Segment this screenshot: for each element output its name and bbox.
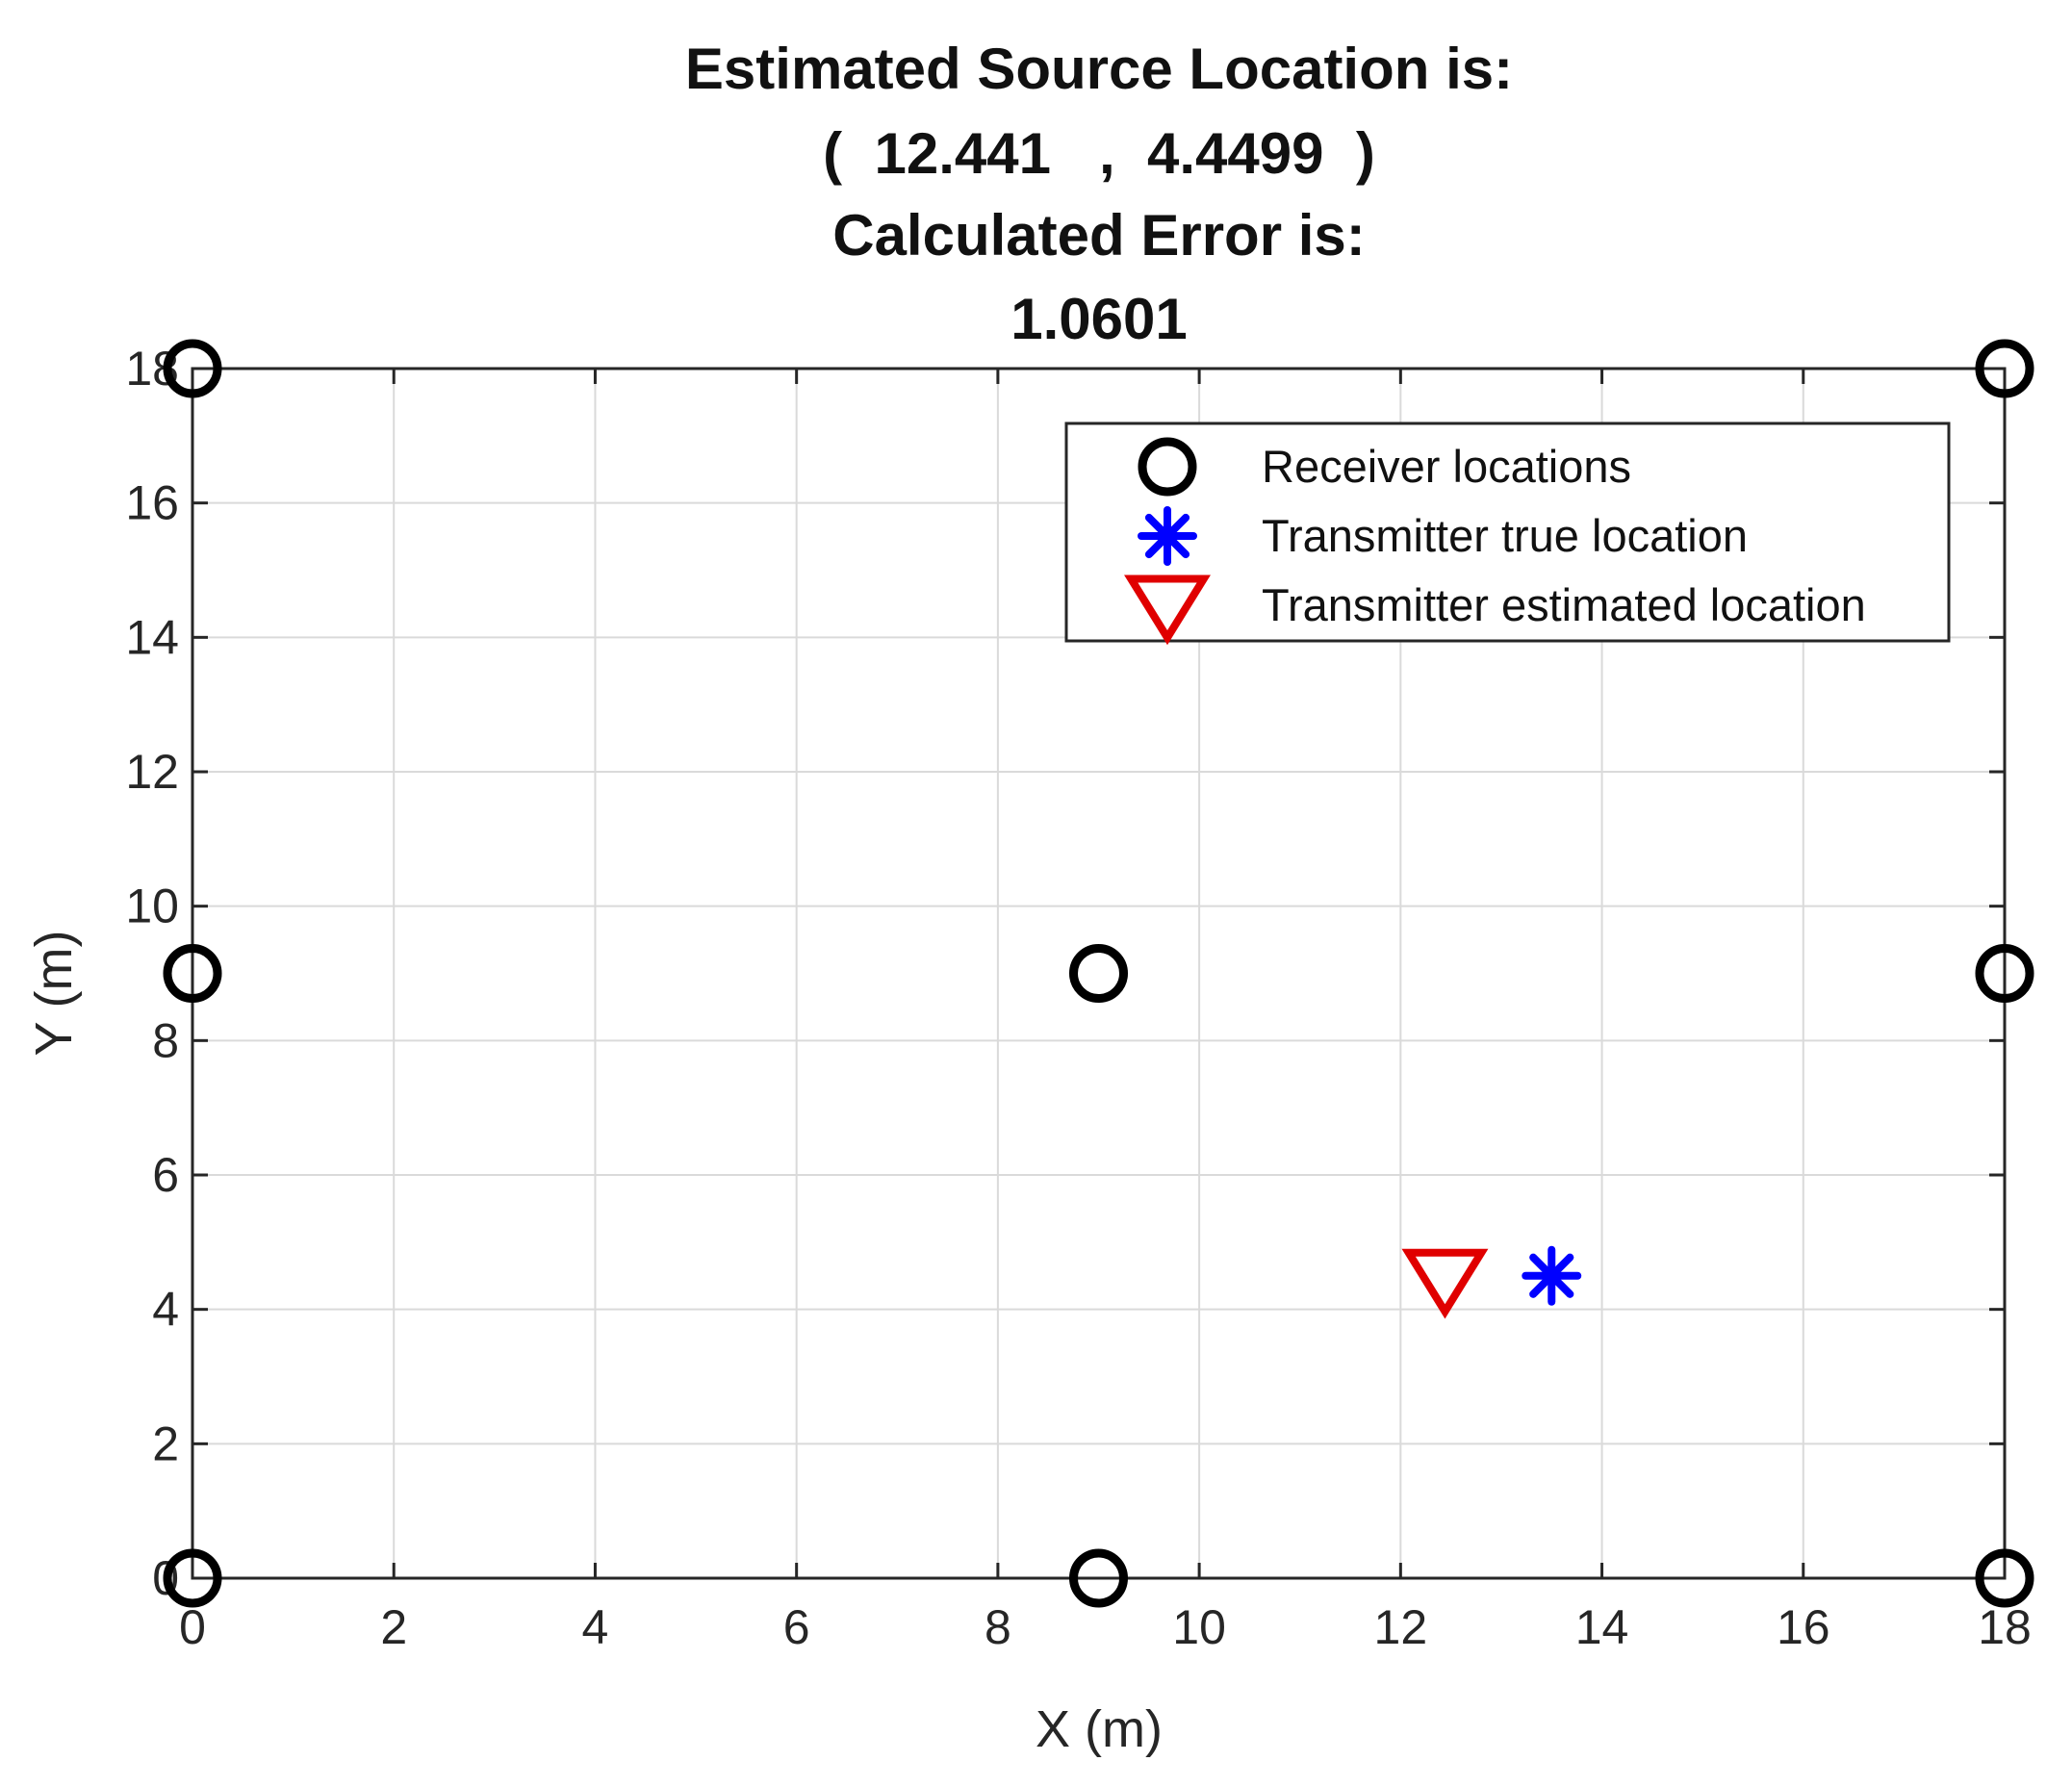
- x-tick-label: 16: [1777, 1600, 1830, 1654]
- plot-frame: [191, 367, 2007, 1580]
- x-tick-label: 14: [1575, 1600, 1629, 1654]
- legend: Receiver locations Transmitter true locat…: [1064, 421, 1951, 646]
- receiver-marker: [1069, 1548, 1128, 1608]
- y-tick-label: 2: [152, 1417, 179, 1470]
- legend-entry-label: Transmitter true location: [1262, 510, 1748, 561]
- y-tick-label: 14: [125, 610, 179, 664]
- x-tick-label: 10: [1172, 1600, 1226, 1654]
- x-tick-label: 0: [179, 1600, 206, 1654]
- receiver-marker: [163, 339, 222, 398]
- legend-entry-label: Receiver locations: [1262, 441, 1631, 492]
- chart-title: Estimated Source Location is: ( 12.441 ,…: [685, 37, 1513, 351]
- receiver-marker: [163, 944, 222, 1003]
- y-tick-label: 6: [152, 1148, 179, 1202]
- receiver-marker: [163, 1548, 222, 1608]
- title-line-1: Estimated Source Location is:: [685, 37, 1513, 101]
- legend-receiver-marker: [1138, 437, 1197, 497]
- x-tick-label: 18: [1978, 1600, 2032, 1654]
- y-axis-label: Y (m): [25, 931, 83, 1057]
- y-tick-label: 4: [152, 1283, 179, 1337]
- title-line-3: Calculated Error is:: [832, 203, 1366, 268]
- x-tick-label: 4: [582, 1600, 609, 1654]
- title-line-2: ( 12.441 , 4.4499 ): [823, 121, 1375, 186]
- receiver-marker: [1069, 944, 1128, 1003]
- legend-estimated-location-marker: [1124, 574, 1211, 646]
- y-tick-label: 12: [125, 745, 179, 799]
- y-tick-label: 10: [125, 880, 179, 933]
- receiver-marker: [1975, 1548, 2034, 1608]
- markers: [163, 339, 2034, 1608]
- y-tick-label: 8: [152, 1013, 179, 1067]
- x-tick-label: 6: [783, 1600, 810, 1654]
- axes: [191, 367, 2007, 1580]
- true-location-marker: [1522, 1245, 1582, 1306]
- x-tick-label: 2: [380, 1600, 407, 1654]
- x-tick-label: 8: [985, 1600, 1011, 1654]
- legend-entry-label: Transmitter estimated location: [1262, 579, 1866, 630]
- x-tick-label: 12: [1374, 1600, 1428, 1654]
- estimated-location-marker: [1401, 1248, 1489, 1319]
- receiver-marker: [1975, 339, 2034, 398]
- receiver-marker: [1975, 944, 2034, 1003]
- x-axis-label: X (m): [1036, 1700, 1163, 1758]
- legend-true-location-marker: [1138, 506, 1197, 566]
- title-line-4: 1.0601: [1010, 287, 1188, 351]
- y-tick-label: 16: [125, 476, 179, 530]
- legend-box: [1064, 421, 1951, 643]
